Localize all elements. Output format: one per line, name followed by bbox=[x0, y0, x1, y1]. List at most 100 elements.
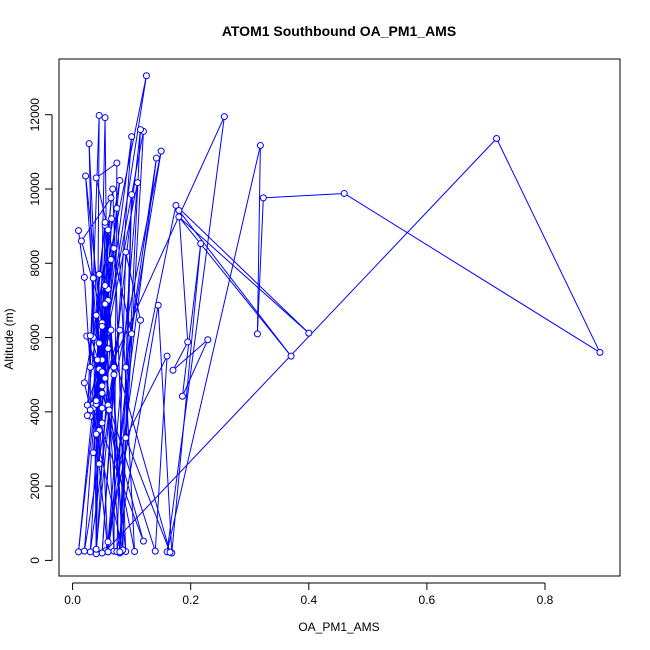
data-point bbox=[107, 194, 115, 202]
data-point bbox=[256, 142, 264, 150]
series-line-segment bbox=[107, 158, 157, 542]
data-point bbox=[95, 339, 103, 347]
y-tick-label: 12000 bbox=[28, 98, 42, 132]
data-point bbox=[86, 332, 94, 340]
data-point bbox=[107, 256, 115, 264]
data-point bbox=[169, 366, 177, 374]
series-line-segment bbox=[86, 278, 94, 416]
series-line-segment bbox=[256, 197, 264, 334]
series-line-segment bbox=[172, 341, 189, 371]
x-axis-label: OA_PM1_AMS bbox=[298, 620, 379, 634]
series-line-segment bbox=[95, 367, 115, 550]
data-point bbox=[340, 189, 348, 197]
data-point bbox=[204, 336, 212, 344]
data-point bbox=[493, 134, 501, 142]
data-point bbox=[122, 248, 130, 256]
series-line-segment bbox=[98, 369, 136, 552]
data-point bbox=[109, 185, 117, 193]
series-line-segment bbox=[166, 116, 225, 552]
data-point bbox=[154, 301, 162, 309]
data-point bbox=[136, 316, 144, 324]
series-line-segment bbox=[178, 210, 292, 357]
x-tick-label: 0.2 bbox=[182, 593, 199, 607]
data-point bbox=[95, 270, 103, 278]
data-point bbox=[113, 204, 121, 212]
series-line-segment bbox=[108, 151, 162, 411]
data-point bbox=[596, 348, 604, 356]
data-point bbox=[142, 72, 150, 80]
data-point bbox=[122, 434, 130, 442]
series-line-segment bbox=[175, 204, 310, 334]
data-point bbox=[83, 412, 91, 420]
data-point bbox=[175, 213, 183, 221]
series-line-segment bbox=[85, 175, 100, 370]
data-point bbox=[259, 194, 267, 202]
data-point bbox=[95, 460, 103, 468]
data-point bbox=[197, 240, 205, 248]
data-point bbox=[92, 397, 100, 405]
series-line-segment bbox=[171, 243, 202, 554]
data-point bbox=[178, 392, 186, 400]
plot-frame bbox=[58, 58, 621, 577]
data-point bbox=[131, 547, 139, 555]
data-point bbox=[86, 406, 94, 414]
series-line-segment bbox=[125, 355, 168, 439]
x-tick-label: 0.4 bbox=[300, 593, 317, 607]
series-line-segment bbox=[166, 145, 261, 552]
data-point bbox=[95, 111, 103, 119]
data-point bbox=[101, 300, 109, 308]
x-tick-label: 0.8 bbox=[537, 593, 554, 607]
data-point bbox=[175, 207, 183, 215]
data-point bbox=[151, 547, 159, 555]
data-point bbox=[104, 345, 112, 353]
data-point bbox=[80, 547, 88, 555]
series-line-segment bbox=[181, 243, 202, 397]
series-line-segment bbox=[101, 329, 121, 394]
y-tick-label: 0 bbox=[28, 557, 42, 564]
data-point bbox=[92, 174, 100, 182]
data-point bbox=[89, 274, 97, 282]
data-point bbox=[93, 356, 101, 364]
data-point bbox=[128, 133, 136, 141]
series-line-segment bbox=[157, 305, 173, 554]
data-point bbox=[116, 176, 124, 184]
data-point bbox=[128, 330, 136, 338]
data-point bbox=[98, 382, 106, 390]
data-point bbox=[107, 326, 115, 334]
data-point bbox=[157, 147, 165, 155]
data-point bbox=[98, 368, 106, 376]
data-point bbox=[122, 363, 130, 371]
series-line-segment bbox=[95, 162, 118, 179]
data-point bbox=[101, 218, 109, 226]
y-axis-label: Altitude (m) bbox=[2, 308, 16, 369]
data-point bbox=[74, 227, 82, 235]
series-group bbox=[74, 72, 604, 558]
series-line-segment bbox=[181, 339, 209, 397]
data-point bbox=[80, 273, 88, 281]
series-line-segment bbox=[178, 216, 310, 334]
data-point bbox=[220, 113, 228, 121]
data-point bbox=[98, 322, 106, 330]
series-line-segment bbox=[95, 177, 133, 334]
series-line-segment bbox=[105, 138, 497, 552]
data-point bbox=[172, 201, 180, 209]
data-point bbox=[134, 179, 142, 187]
chart-title: ATOM1 Southbound OA_PM1_AMS bbox=[222, 23, 456, 39]
data-point bbox=[86, 363, 94, 371]
data-point bbox=[77, 237, 85, 245]
data-point bbox=[92, 545, 100, 553]
y-tick-label: 8000 bbox=[28, 250, 42, 277]
data-point bbox=[139, 537, 147, 545]
data-point bbox=[101, 114, 109, 122]
data-point bbox=[287, 352, 295, 360]
data-point bbox=[80, 379, 88, 387]
y-tick-label: 2000 bbox=[28, 472, 42, 499]
data-point bbox=[82, 172, 90, 180]
series-line-segment bbox=[256, 145, 261, 334]
data-point bbox=[92, 311, 100, 319]
data-point bbox=[104, 226, 112, 234]
data-point bbox=[113, 159, 121, 167]
data-point bbox=[152, 154, 160, 162]
data-point bbox=[184, 338, 192, 346]
